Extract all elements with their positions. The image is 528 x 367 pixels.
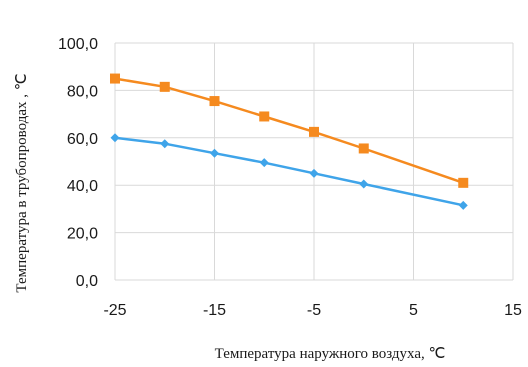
grid-lines <box>114 42 514 281</box>
x-axis-ticks: -25 -15 -5 5 15 <box>103 302 522 319</box>
series-2-point <box>110 133 120 143</box>
y-tick-label: 80,0 <box>67 83 98 100</box>
series-2-point <box>458 200 468 210</box>
series-1-point <box>110 73 120 84</box>
series-2-point <box>309 168 319 178</box>
x-tick-label: -5 <box>307 302 321 319</box>
series-2-point <box>359 179 369 189</box>
y-tick-label: 20,0 <box>67 226 98 243</box>
y-tick-label: 0,0 <box>76 273 98 290</box>
y-tick-label: 60,0 <box>67 131 98 148</box>
y-tick-label: 100,0 <box>58 36 98 53</box>
series-1-point <box>259 111 270 122</box>
series-1-point <box>209 96 220 107</box>
series-2-point <box>210 148 219 158</box>
series-1-point <box>309 126 319 137</box>
series-1-point <box>159 81 170 92</box>
x-tick-label: -15 <box>203 302 226 319</box>
series-2-point <box>160 139 170 149</box>
y-tick-label: 40,0 <box>67 178 98 195</box>
x-tick-label: 5 <box>409 302 418 319</box>
series-1-point <box>358 143 369 154</box>
x-tick-label: -25 <box>103 302 126 319</box>
x-tick-label: 15 <box>504 302 522 319</box>
series-layer <box>110 73 469 210</box>
series-2-point <box>259 158 269 168</box>
y-axis-label: Температура в трубопроводах , ℃ <box>14 73 30 292</box>
x-axis-label: Температура наружного воздуха, ℃ <box>215 346 446 362</box>
series-2-line <box>114 136 464 207</box>
series-1-point <box>458 177 469 188</box>
y-axis-ticks: 0,0 20,0 40,0 60,0 80,0 100,0 <box>58 36 98 290</box>
